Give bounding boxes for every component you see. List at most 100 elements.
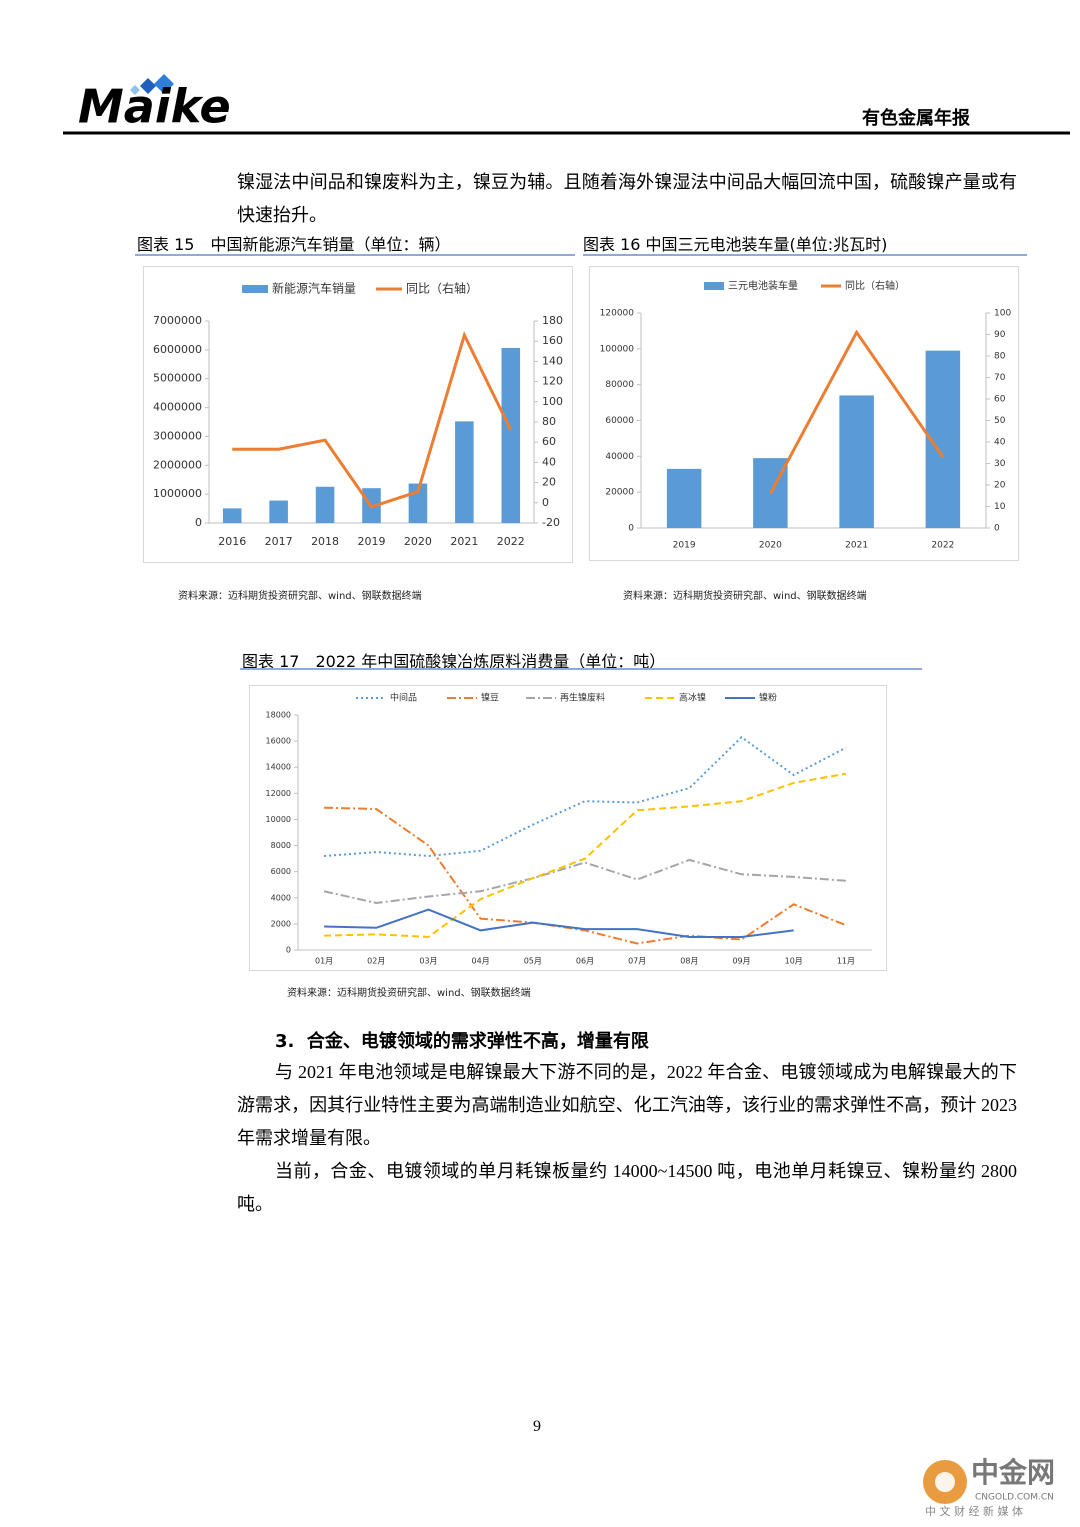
y-tick-label: 80000 — [605, 380, 634, 390]
logo-icon — [154, 74, 174, 94]
logo-icon — [140, 78, 156, 94]
figure-caption: 图表 17 2022 年中国硫酸镍冶炼原料消费量（单位：吨） — [242, 652, 666, 671]
y-tick-label: 6000000 — [153, 343, 202, 356]
bar — [315, 486, 335, 523]
y2-tick-label: 100 — [542, 395, 563, 408]
y2-tick-label: 180 — [542, 314, 563, 327]
y2-tick-label: 30 — [994, 459, 1006, 469]
x-tick-label: 2020 — [404, 535, 432, 548]
watermark-domain: CNGOLD.COM.CN — [975, 1493, 1054, 1503]
y-tick-label: 1000000 — [153, 487, 202, 500]
legend-label: 再生镍废料 — [560, 692, 605, 704]
legend-label: 高冰镍 — [679, 692, 706, 704]
y-tick-label: 40000 — [605, 452, 634, 462]
paragraph: 镍湿法中间品和镍废料为主，镍豆为辅。且随着海外镍湿法中间品大幅回流中国，硫酸镍产… — [237, 172, 1017, 225]
x-tick-label: 2017 — [265, 535, 293, 548]
y2-tick-label: 80 — [542, 415, 556, 428]
line — [323, 858, 846, 905]
x-tick-label: 2022 — [497, 535, 525, 548]
y2-tick-label: 40 — [542, 455, 556, 468]
y2-tick-label: 0 — [542, 496, 549, 509]
x-tick-label: 08月 — [680, 957, 698, 966]
header-title: 有色金属年报 — [862, 107, 970, 129]
y-tick-label: 7000000 — [153, 314, 202, 327]
y-tick-label: 14000 — [266, 763, 291, 772]
y2-tick-label: 140 — [542, 354, 563, 367]
y-tick-label: 0 — [286, 946, 291, 955]
figure-caption: 图表 15 中国新能源汽车销量（单位：辆） — [137, 235, 451, 254]
y-tick-label: 18000 — [266, 711, 291, 720]
x-tick-label: 2021 — [450, 535, 478, 548]
y-tick-label: 4000 — [271, 893, 291, 902]
x-tick-label: 11月 — [837, 957, 855, 966]
x-tick-label: 2019 — [358, 535, 386, 548]
source-note: 资料来源：迈科期货投资研究部、wind、钢联数据终端 — [178, 591, 422, 602]
x-tick-label: 2016 — [218, 535, 246, 548]
y-tick-label: 12000 — [266, 789, 291, 798]
y2-tick-label: 20 — [542, 476, 556, 489]
chart: 0 20000 40000 60000 80000 100000 120000 0 10 20 30… — [589, 266, 1019, 561]
x-tick-label: 09月 — [732, 957, 750, 966]
x-tick-label: 04月 — [472, 957, 490, 966]
y-tick-label: 2000 — [271, 919, 291, 928]
y2-tick-label: 80 — [994, 352, 1006, 362]
y2-tick-label: 90 — [994, 330, 1006, 340]
legend-label: 中间品 — [390, 692, 417, 704]
y2-tick-label: 120 — [542, 375, 563, 388]
y2-tick-label: 70 — [994, 373, 1006, 383]
y2-tick-label: 100 — [994, 309, 1011, 319]
bar — [839, 395, 874, 528]
x-tick-label: 06月 — [576, 957, 594, 966]
y-tick-label: 5000000 — [153, 372, 202, 385]
caption-rule — [240, 668, 922, 670]
bar — [222, 508, 242, 523]
line — [324, 735, 847, 858]
bar — [269, 500, 288, 523]
line — [769, 329, 945, 495]
y2-tick-label: 50 — [994, 416, 1006, 426]
logo-icon — [130, 85, 140, 95]
y2-tick-label: 0 — [994, 524, 1000, 534]
x-tick-label: 07月 — [628, 957, 646, 966]
x-tick-label: 01月 — [315, 957, 333, 966]
watermark: 中金网 CNGOLD.COM.CN 中 文 财 经 新 媒 体 — [923, 1456, 1055, 1518]
bar — [455, 421, 474, 523]
x-tick-label: 02月 — [367, 957, 385, 966]
y-tick-label: 2000000 — [153, 458, 202, 471]
bar — [501, 347, 521, 523]
paragraph: 与 2021 年电池领域是电解镍最大下游不同的是，2022 年合金、电镀领域成为… — [237, 1062, 1017, 1148]
legend-swatch — [242, 285, 268, 293]
watermark-slogan: 中 文 财 经 新 媒 体 — [925, 1504, 1023, 1518]
legend-swatch — [704, 282, 724, 290]
legend-label: 镍豆 — [481, 692, 499, 704]
section-heading: 3. 合金、电镀领域的需求弹性不高，增量有限 — [275, 1031, 649, 1052]
source-note: 资料来源：迈科期货投资研究部、wind、钢联数据终端 — [287, 988, 531, 999]
y-tick-label: 120000 — [600, 309, 635, 319]
legend-label: 三元电池装车量 — [728, 279, 798, 292]
x-tick-label: 05月 — [524, 957, 542, 966]
legend-label: 同比（右轴） — [406, 281, 478, 296]
logo: Maike — [78, 80, 231, 134]
x-tick-label: 2019 — [673, 541, 696, 551]
line — [324, 806, 847, 945]
bar — [666, 468, 702, 528]
y2-tick-label: 60 — [542, 435, 556, 448]
caption-rule — [135, 254, 575, 256]
x-tick-label: 2021 — [845, 541, 868, 551]
x-tick-label: 10月 — [785, 957, 803, 966]
source-note: 资料来源：迈科期货投资研究部、wind、钢联数据终端 — [623, 591, 867, 602]
y-tick-label: 3000000 — [153, 429, 202, 442]
page-number: 9 — [533, 1418, 541, 1435]
y-tick-label: 60000 — [605, 416, 634, 426]
watermark-name: 中金网 — [971, 1456, 1055, 1489]
line — [324, 908, 794, 938]
line — [232, 331, 513, 509]
y2-tick-label: 60 — [994, 395, 1006, 405]
y2-tick-label: 40 — [994, 438, 1006, 448]
x-tick-label: 2022 — [931, 541, 954, 551]
y-tick-label: 0 — [195, 516, 202, 529]
y-tick-label: 16000 — [266, 737, 291, 746]
legend-label: 同比（右轴） — [845, 279, 905, 292]
y-tick-label: 8000 — [271, 841, 291, 850]
